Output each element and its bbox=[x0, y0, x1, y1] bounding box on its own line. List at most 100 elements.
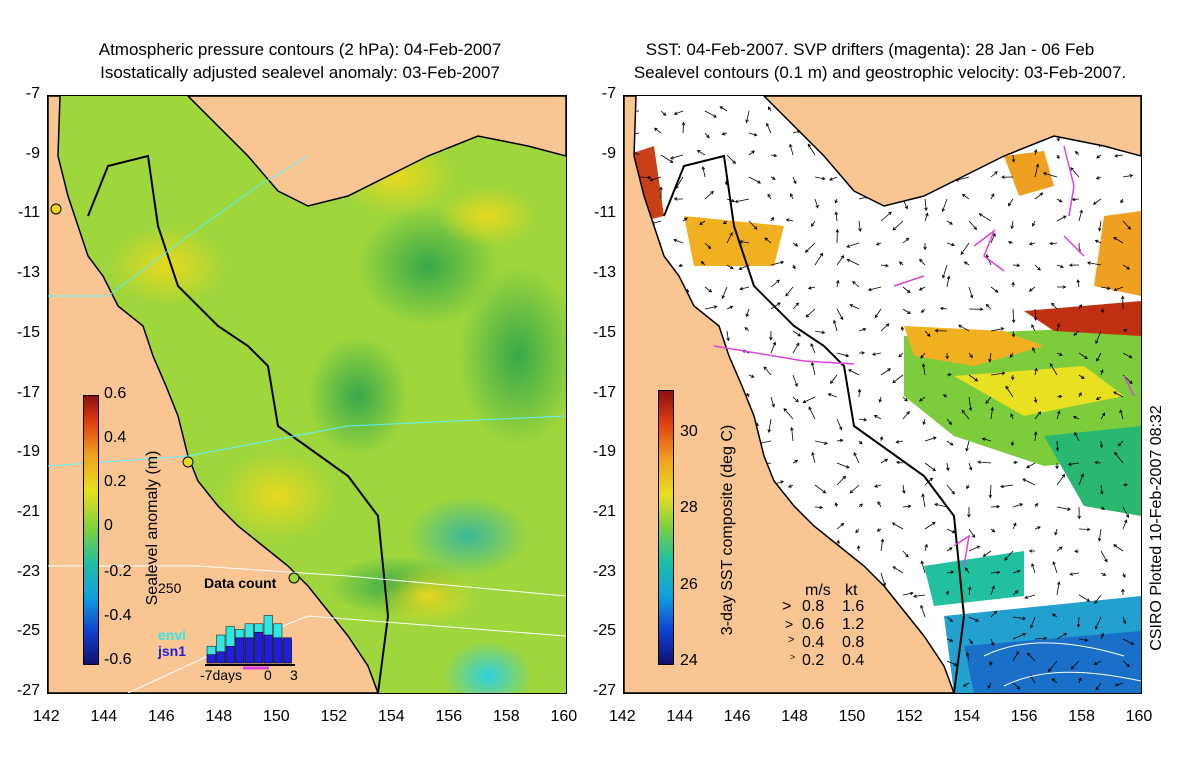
velocity-arrow bbox=[902, 410, 910, 420]
velocity-arrow bbox=[785, 218, 794, 222]
velocity-arrow bbox=[858, 503, 864, 508]
velocity-arrow bbox=[836, 352, 850, 358]
velocity-arrow bbox=[924, 212, 929, 222]
velocity-arrow bbox=[704, 305, 718, 310]
velocity-arrow bbox=[1056, 581, 1061, 596]
velocity-arrow bbox=[1114, 682, 1124, 687]
velocity-arrow bbox=[920, 604, 926, 618]
velocity-arrow bbox=[985, 396, 992, 404]
velocity-arrow bbox=[1122, 660, 1130, 668]
velocity-arrow bbox=[946, 373, 952, 377]
drifter-track bbox=[893, 275, 925, 287]
velocity-arrow bbox=[1012, 522, 1017, 530]
australia-land bbox=[48, 96, 379, 693]
velocity-arrow bbox=[1049, 362, 1058, 376]
velocity-arrow bbox=[1077, 506, 1081, 520]
anomaly-patch bbox=[443, 641, 533, 693]
velocity-arrow bbox=[968, 528, 976, 538]
right-colorbar bbox=[658, 390, 674, 665]
reef-contour bbox=[663, 154, 966, 693]
y-tick-label: -21 bbox=[16, 502, 40, 520]
velocity-arrow bbox=[1100, 632, 1105, 640]
velocity-arrow bbox=[699, 220, 706, 225]
velocity-arrow bbox=[1086, 261, 1102, 266]
velocity-arrow bbox=[767, 418, 772, 433]
velocity-arrow bbox=[1056, 215, 1067, 222]
x-tick-label: 142 bbox=[609, 708, 636, 725]
velocity-arrow bbox=[1100, 506, 1105, 511]
velocity-arrow bbox=[1012, 650, 1019, 662]
velocity-arrow bbox=[744, 327, 750, 332]
inset-ymax-label: 250 bbox=[158, 580, 182, 596]
velocity-arrow bbox=[946, 547, 953, 552]
velocity-arrow bbox=[1005, 385, 1014, 398]
velocity-arrow bbox=[1094, 594, 1102, 604]
y-tick-label: -15 bbox=[592, 323, 616, 341]
right-title-line2: Sealevel contours (0.1 m) and geostrophi… bbox=[633, 63, 1127, 82]
x-tick-label: 148 bbox=[781, 708, 808, 725]
velocity-arrow bbox=[1010, 440, 1015, 447]
y-tick-label: -23 bbox=[16, 562, 40, 580]
tide-gauge-marker bbox=[50, 203, 62, 215]
velocity-arrow bbox=[1076, 279, 1081, 288]
velocity-arrow bbox=[990, 638, 995, 647]
velocity-arrow bbox=[1010, 220, 1014, 230]
velocity-arrow bbox=[1051, 302, 1058, 310]
velocity-arrow bbox=[1095, 176, 1102, 180]
velocity-arrow bbox=[924, 462, 936, 472]
sealevel-contour bbox=[1003, 671, 1141, 687]
velocity-arrow bbox=[923, 242, 927, 251]
velocity-arrow bbox=[1056, 285, 1067, 289]
velocity-arrow bbox=[968, 638, 973, 645]
velocity-arrow bbox=[946, 616, 954, 623]
velocity-arrow bbox=[1049, 241, 1058, 246]
velocity-arrow bbox=[700, 261, 706, 266]
velocity-arrow bbox=[898, 352, 904, 358]
velocity-arrow bbox=[811, 451, 816, 464]
anomaly-patch bbox=[408, 496, 528, 576]
velocity-arrow bbox=[814, 198, 819, 209]
y-tick-label: -15 bbox=[16, 323, 40, 341]
velocity-arrow bbox=[968, 396, 973, 412]
velocity-arrow bbox=[1042, 172, 1058, 178]
y-tick-label: -21 bbox=[592, 502, 616, 520]
x-tick-label: 156 bbox=[1010, 708, 1038, 725]
velocity-arrow bbox=[1078, 594, 1091, 602]
velocity-arrow bbox=[990, 193, 995, 200]
velocity-arrow bbox=[968, 307, 984, 312]
velocity-arrow bbox=[723, 220, 728, 225]
velocity-arrow bbox=[701, 166, 706, 178]
velocity-arrow bbox=[855, 528, 860, 534]
velocity-arrow bbox=[900, 326, 905, 332]
velocity-arrow bbox=[660, 154, 674, 163]
velocity-arrow bbox=[1113, 286, 1124, 292]
velocity-arrow bbox=[808, 406, 816, 420]
velocity-arrow bbox=[1034, 526, 1041, 530]
velocity-arrow bbox=[770, 279, 780, 288]
velocity-arrow bbox=[1056, 546, 1063, 552]
velocity-arrow bbox=[1034, 502, 1039, 508]
velocity-arrow bbox=[1056, 323, 1061, 332]
velocity-arrow bbox=[726, 305, 734, 310]
velocity-arrow bbox=[880, 538, 885, 552]
jsn1-bar bbox=[273, 637, 283, 664]
y-tick-label: -9 bbox=[601, 144, 616, 162]
velocity-arrow bbox=[902, 591, 914, 596]
velocity-arrow bbox=[834, 502, 839, 508]
left-title-line2: Isostatically adjusted sealevel anomaly:… bbox=[100, 63, 500, 82]
credit-text: CSIRO Plotted 10-Feb-2007 08:32 bbox=[1148, 405, 1165, 651]
velocity-arrow bbox=[653, 127, 662, 134]
x-tick-label: 150 bbox=[263, 708, 290, 725]
velocity-arrow bbox=[792, 396, 799, 403]
left-map-panel bbox=[47, 95, 567, 694]
velocity-arrow bbox=[1097, 528, 1102, 542]
velocity-arrow bbox=[1078, 392, 1082, 398]
inset-title: Data count bbox=[204, 575, 277, 591]
velocity-arrow bbox=[1120, 295, 1125, 310]
velocity-arrow bbox=[1031, 563, 1036, 574]
velocity-arrow bbox=[1052, 561, 1058, 574]
velocity-arrow bbox=[920, 560, 926, 574]
jsn1-bar bbox=[254, 631, 264, 664]
velocity-arrow bbox=[856, 545, 861, 552]
velocity-arrow bbox=[827, 393, 838, 398]
